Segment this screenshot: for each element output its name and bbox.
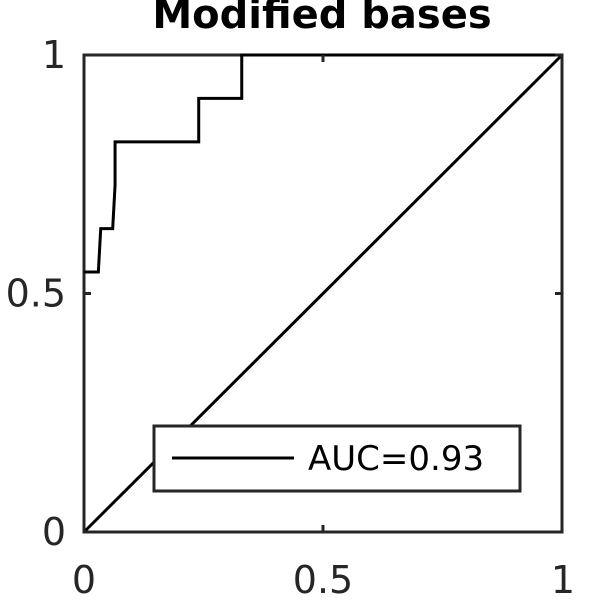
y-tick-label: 0 xyxy=(42,510,66,554)
x-tick-label: 0 xyxy=(72,558,96,600)
y-tick-label: 1 xyxy=(42,33,66,77)
plot-area: 0 0.5 1 0 0.5 1 xyxy=(6,33,575,600)
chart-title: Modified bases xyxy=(152,0,491,38)
legend: AUC=0.93 xyxy=(152,424,522,493)
x-tick-label: 1 xyxy=(551,558,575,600)
legend-entry-label: AUC=0.93 xyxy=(308,439,484,479)
y-tick-label: 0.5 xyxy=(6,272,66,316)
x-tick-label: 0.5 xyxy=(293,558,353,600)
roc-curve-line xyxy=(84,53,562,274)
